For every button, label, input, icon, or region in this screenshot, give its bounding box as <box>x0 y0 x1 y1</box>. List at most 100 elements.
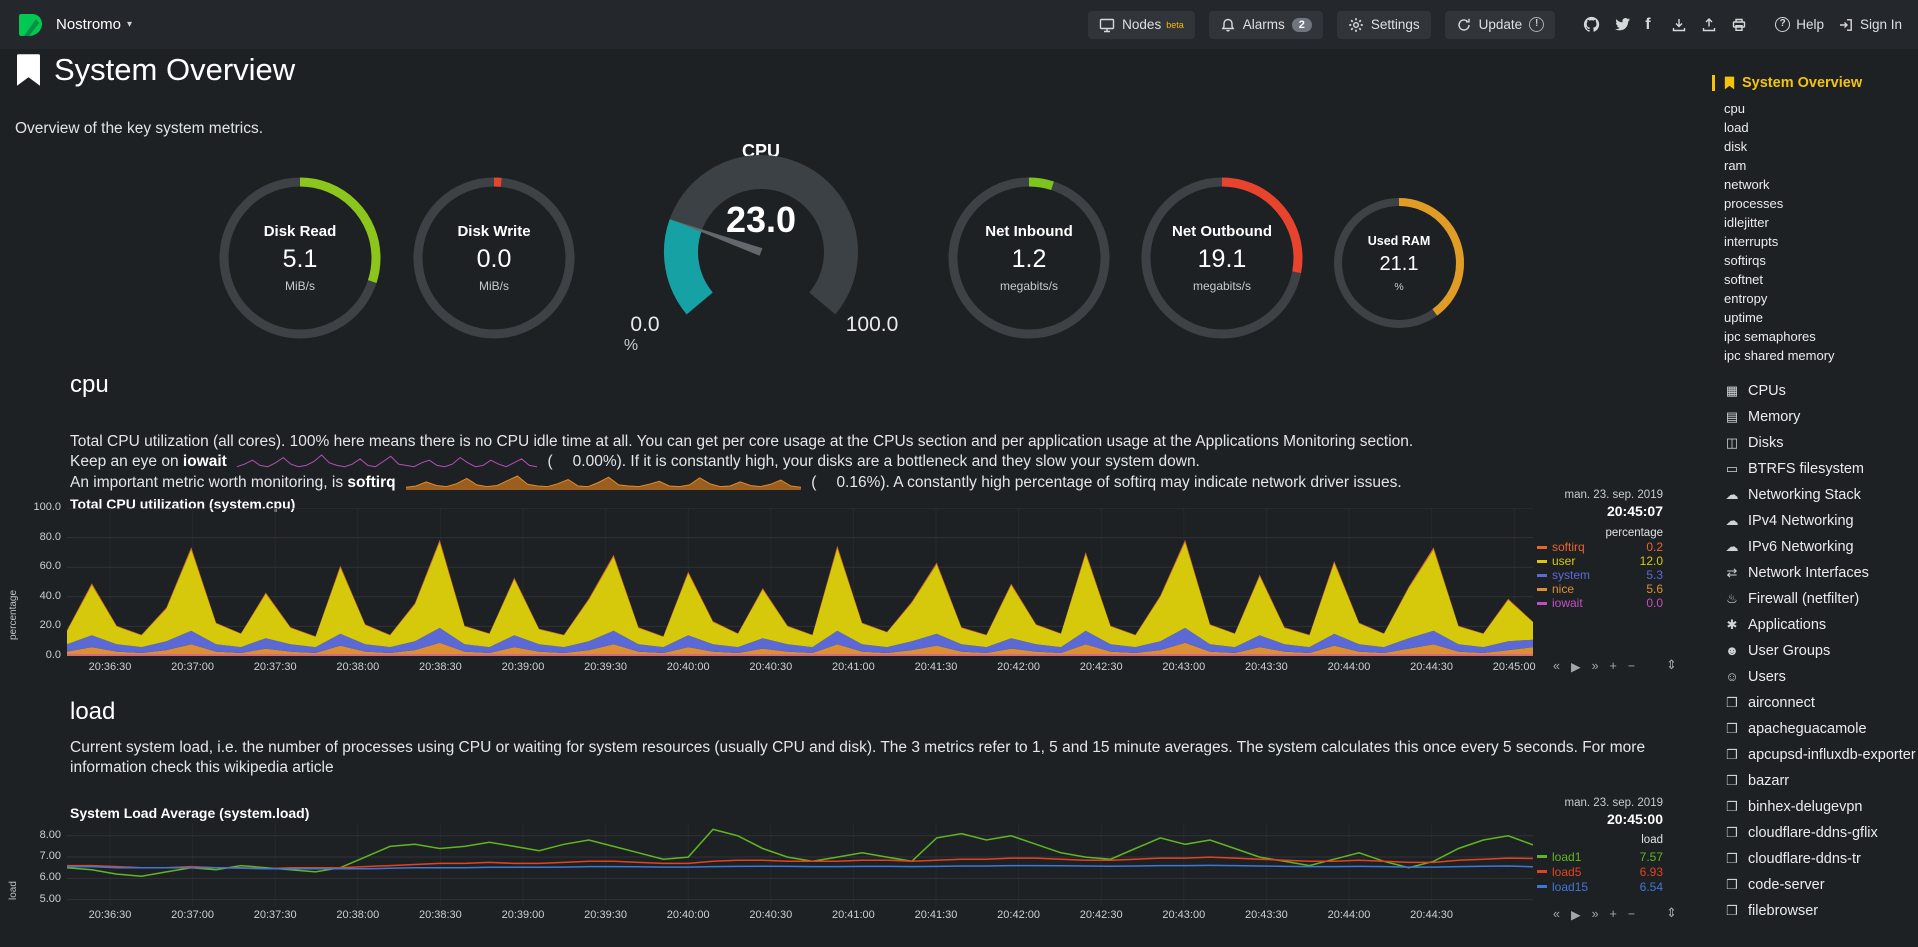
sidebar-item-btrfs-filesystem[interactable]: ▭ BTRFS filesystem <box>1724 456 1918 482</box>
legend-item-softirq[interactable]: softirq 0.2 <box>1537 540 1663 554</box>
sidebar-item-ipv4-networking[interactable]: ☁ IPv4 Networking <box>1724 508 1918 534</box>
cube-icon: ❒ <box>1726 825 1738 840</box>
zoom-in-button[interactable]: + <box>1609 907 1617 921</box>
rewind-button[interactable]: « <box>1553 907 1560 921</box>
legend-label: load1 <box>1552 849 1582 864</box>
sidebar-item-label: filebrowser <box>1748 903 1819 919</box>
legend-item-load5[interactable]: load5 6.93 <box>1537 864 1663 879</box>
sidebar-item-label: Network Interfaces <box>1748 565 1869 581</box>
sidebar-item-users[interactable]: ☺ Users <box>1724 664 1918 690</box>
sidebar-subitem-ipc-shared-memory[interactable]: ipc shared memory <box>1724 348 1835 363</box>
sidebar-item-firewall-netfilter[interactable]: ♨ Firewall (netfilter) <box>1724 586 1918 612</box>
gauge-disk-read[interactable]: Disk Read 5.1 MiB/s <box>218 176 382 340</box>
gauge-units: megabits/s <box>999 279 1059 293</box>
gauge-disk-write[interactable]: Disk Write 0.0 MiB/s <box>412 176 576 340</box>
play-button[interactable]: ▶ <box>1570 908 1581 922</box>
update-button[interactable]: Update ! <box>1444 10 1556 39</box>
sidebar-item-applications[interactable]: ✱ Applications <box>1724 612 1918 638</box>
x-axis-tick: 20:37:30 <box>253 661 297 673</box>
sidebar-subitem-softirqs[interactable]: softirqs <box>1724 253 1766 268</box>
sidebar-item-filebrowser[interactable]: ❒ filebrowser <box>1724 898 1918 924</box>
zoom-in-button[interactable]: + <box>1609 659 1617 673</box>
text: ( <box>547 453 553 470</box>
load-description: Current system load, i.e. the number of … <box>70 739 1646 776</box>
legend-item-nice[interactable]: nice 5.6 <box>1537 582 1663 596</box>
twitter-icon[interactable] <box>1614 16 1631 33</box>
legend-item-iowait[interactable]: iowait 0.0 <box>1537 596 1663 610</box>
sidebar-subitem-processes[interactable]: processes <box>1724 196 1784 211</box>
github-icon[interactable] <box>1583 16 1600 33</box>
signin-label: Sign In <box>1859 17 1902 32</box>
sidebar-subitem-load[interactable]: load <box>1724 120 1749 135</box>
sidebar-item-system-overview[interactable]: System Overview <box>1712 75 1918 91</box>
gauge-net-inbound[interactable]: Net Inbound 1.2 megabits/s <box>947 176 1111 340</box>
legend-dash <box>1537 545 1547 549</box>
facebook-icon[interactable]: f <box>1645 15 1651 33</box>
legend-item-load15[interactable]: load15 6.54 <box>1537 879 1663 894</box>
zoom-out-button[interactable]: − <box>1627 907 1636 921</box>
netdata-logo[interactable] <box>16 11 44 39</box>
gauge-used-ram[interactable]: Used RAM 21.1 % <box>1332 196 1466 330</box>
sidebar-item-cpus[interactable]: ▦ CPUs <box>1724 378 1918 404</box>
fast-forward-button[interactable]: » <box>1591 907 1599 921</box>
sidebar-item-disks[interactable]: ◫ Disks <box>1724 430 1918 456</box>
sidebar-subitem-ipc-semaphores[interactable]: ipc semaphores <box>1724 329 1816 344</box>
sidebar-subitem-ram[interactable]: ram <box>1724 158 1747 173</box>
settings-button[interactable]: Settings <box>1336 10 1431 39</box>
download-icon[interactable] <box>1671 17 1687 33</box>
sidebar-item-networking-stack[interactable]: ☁ Networking Stack <box>1724 482 1918 508</box>
chart-resize-handle[interactable]: ⇕ <box>1666 657 1677 672</box>
sidebar-item-apcupsd-influxdb-exporter[interactable]: ❒ apcupsd-influxdb-exporter <box>1724 742 1918 768</box>
y-axis-title: percentage <box>8 589 19 640</box>
sidebar-item-code-server[interactable]: ❒ code-server <box>1724 872 1918 898</box>
sidebar-subitem-interrupts[interactable]: interrupts <box>1724 234 1779 249</box>
sidebar-item-memory[interactable]: ▤ Memory <box>1724 404 1918 430</box>
chart-plot-system.load[interactable] <box>67 823 1533 906</box>
sidebar-item-apacheguacamole[interactable]: ❒ apacheguacamole <box>1724 716 1918 742</box>
sidebar-item-airconnect[interactable]: ❒ airconnect <box>1724 690 1918 716</box>
fast-forward-button[interactable]: » <box>1591 659 1599 673</box>
chart-plot-system.cpu[interactable] <box>67 508 1533 656</box>
gauge-net-outbound[interactable]: Net Outbound 19.1 megabits/s <box>1140 176 1304 340</box>
play-button[interactable]: ▶ <box>1570 660 1581 674</box>
sidebar-subitem-idlejitter[interactable]: idlejitter <box>1724 215 1769 230</box>
sidebar-item-bazarr[interactable]: ❒ bazarr <box>1724 768 1918 794</box>
x-axis-tick: 20:36:30 <box>88 909 132 921</box>
sidebar-subitem-network[interactable]: network <box>1724 177 1770 192</box>
alarms-button[interactable]: Alarms 2 <box>1208 10 1323 39</box>
nodes-button[interactable]: Nodes beta <box>1088 10 1195 39</box>
iowait-sparkline[interactable] <box>236 453 538 469</box>
hostname-dropdown[interactable]: Nostromo ▾ <box>56 16 132 33</box>
rewind-button[interactable]: « <box>1553 659 1560 673</box>
signin-button[interactable]: Sign In <box>1838 17 1902 33</box>
sidebar-item-network-interfaces[interactable]: ⇄ Network Interfaces <box>1724 560 1918 586</box>
softirq-sparkline[interactable] <box>405 474 801 490</box>
print-icon[interactable] <box>1731 17 1747 33</box>
sidebar-subitem-uptime[interactable]: uptime <box>1724 310 1764 325</box>
chart-units-cpu: percentage <box>1605 527 1663 539</box>
x-axis-tick: 20:42:30 <box>1079 909 1123 921</box>
cpu-gauge[interactable]: 23.0 0.0 100.0 % <box>601 128 921 358</box>
zoom-out-button[interactable]: − <box>1627 659 1636 673</box>
sidebar-item-cloudflare-ddns-tr[interactable]: ❒ cloudflare-ddns-tr <box>1724 846 1918 872</box>
sidebar-subitem-softnet[interactable]: softnet <box>1724 272 1764 287</box>
sidebar-item-cloudflare-ddns-gflix[interactable]: ❒ cloudflare-ddns-gflix <box>1724 820 1918 846</box>
sidebar-subitem-disk[interactable]: disk <box>1724 139 1748 154</box>
legend-item-user[interactable]: user 12.0 <box>1537 554 1663 568</box>
sidebar-item-ipv6-networking[interactable]: ☁ IPv6 Networking <box>1724 534 1918 560</box>
chart-units-load: load <box>1641 834 1663 846</box>
legend-item-system[interactable]: system 5.3 <box>1537 568 1663 582</box>
gauge-needle <box>673 220 763 256</box>
x-axis-tick: 20:40:30 <box>749 661 793 673</box>
chart-resize-handle[interactable]: ⇕ <box>1666 905 1677 920</box>
help-button[interactable]: ? Help <box>1775 17 1824 32</box>
sidebar-subitem-entropy[interactable]: entropy <box>1724 291 1768 306</box>
legend-item-load1[interactable]: load1 7.57 <box>1537 849 1663 864</box>
upload-icon[interactable] <box>1701 17 1717 33</box>
gears-icon: ✱ <box>1726 617 1738 632</box>
sidebar-subitem-cpu[interactable]: cpu <box>1724 101 1745 116</box>
sidebar-item-binhex-delugevpn[interactable]: ❒ binhex-delugevpn <box>1724 794 1918 820</box>
brand: Nostromo ▾ <box>16 11 132 39</box>
sidebar-item-user-groups[interactable]: ☻ User Groups <box>1724 638 1918 664</box>
